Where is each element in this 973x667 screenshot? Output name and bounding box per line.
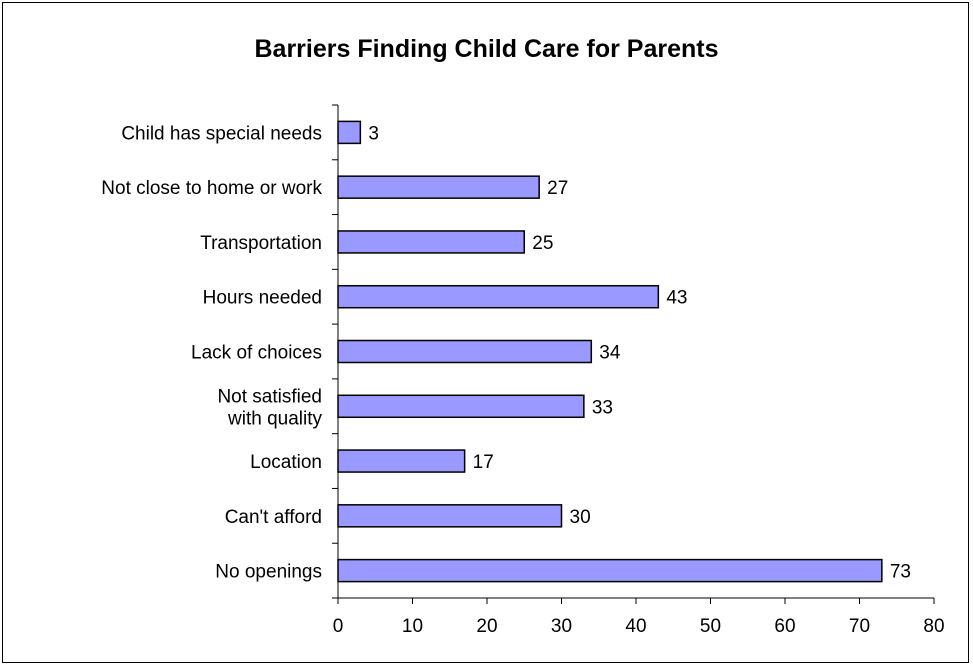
x-tick-label: 60 [774, 616, 795, 637]
x-tick-label: 40 [625, 616, 646, 637]
data-label: 73 [890, 562, 911, 583]
x-tick-label: 70 [849, 616, 870, 637]
category-label: No openings [215, 562, 322, 583]
bar [337, 449, 466, 473]
x-tick-label: 20 [476, 616, 497, 637]
category-label-line: Lack of choices [191, 343, 322, 364]
x-tick-label: 0 [333, 616, 344, 637]
data-label: 25 [532, 233, 553, 254]
category-label-line: with quality [227, 408, 322, 429]
x-tick-label: 80 [923, 616, 944, 637]
category-label: Can't afford [225, 507, 322, 528]
category-label: Location [250, 452, 322, 473]
bar [337, 558, 883, 583]
category-label-line: Not close to home or work [101, 178, 322, 199]
x-tick-label: 50 [700, 616, 721, 637]
data-label: 30 [570, 507, 591, 528]
category-label-line: No openings [215, 562, 322, 583]
bar [337, 504, 563, 528]
bar [337, 230, 525, 254]
bar [337, 175, 540, 199]
data-label: 34 [599, 343, 621, 364]
bar [337, 394, 585, 419]
x-tick-label: 30 [551, 616, 572, 637]
category-label-line: Can't afford [225, 507, 322, 528]
category-label-line: Hours needed [203, 288, 322, 309]
bar [337, 339, 593, 364]
category-label: Hours needed [203, 288, 322, 309]
category-label-line: Not satisfied [217, 386, 322, 407]
data-label: 3 [368, 123, 379, 144]
category-label: Not satisfied with quality [217, 386, 322, 429]
category-label-line: Child has special needs [121, 123, 322, 144]
category-label: Child has special needs [121, 123, 322, 144]
category-label: Transportation [200, 233, 322, 254]
chart-title: Barriers Finding Child Care for Parents [254, 35, 719, 63]
data-label: 17 [473, 452, 494, 473]
category-label-line: Transportation [200, 233, 322, 254]
category-label: Lack of choices [191, 343, 322, 364]
data-label: 27 [547, 178, 568, 199]
category-label-line: Location [250, 452, 322, 473]
x-tick-label: 10 [402, 616, 423, 637]
data-label: 43 [666, 288, 687, 309]
bar [337, 120, 362, 145]
category-label: Not close to home or work [101, 178, 322, 199]
bar [337, 284, 660, 309]
data-label: 33 [592, 397, 613, 418]
